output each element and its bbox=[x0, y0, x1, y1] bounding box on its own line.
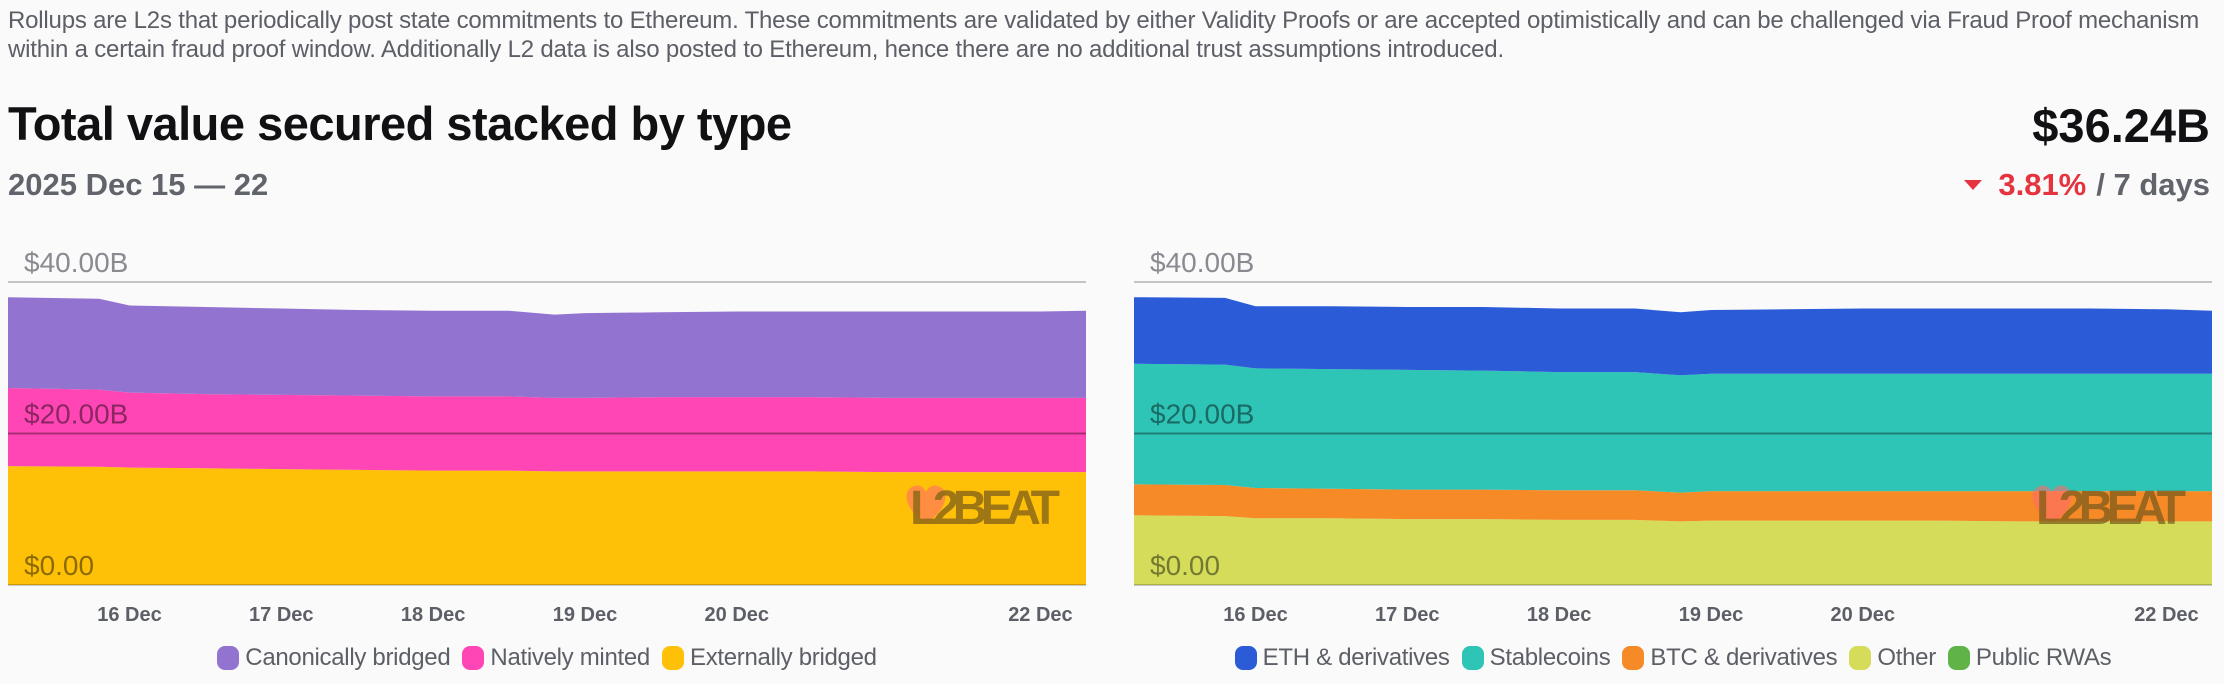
legend-item-public-rwas[interactable]: Public RWAs bbox=[1947, 644, 2112, 672]
arrow-down-icon bbox=[1964, 180, 1983, 190]
legend-item-externally-bridged[interactable]: Externally bridged bbox=[661, 644, 877, 672]
legend-token-type: ETH & derivatives Stablecoins BTC & deriva… bbox=[1134, 644, 2212, 672]
x-tick-label: 18 Dec bbox=[1527, 604, 1592, 626]
area-btc-and-derivatives bbox=[1134, 484, 2212, 522]
date-range: 2025 Dec 15 — 22 bbox=[8, 167, 269, 202]
chart-title: Total value secured stacked by type bbox=[8, 97, 792, 150]
legend-swatch bbox=[1461, 646, 1484, 670]
watermark-text: L2BEAT bbox=[910, 482, 1060, 535]
chart-svg: $0.00 $20.00B $40.00B L2BEAT 16 Dec 17 Dec 18 … bbox=[1134, 247, 2212, 626]
y-tick-label: $0.00 bbox=[1150, 550, 1220, 581]
l2beat-watermark-logo: L2BEAT bbox=[906, 482, 1060, 535]
x-tick-label: 20 Dec bbox=[1831, 604, 1896, 626]
legend-item-eth-and-derivatives[interactable]: ETH & derivatives bbox=[1234, 644, 1450, 672]
legend-label: Natively minted bbox=[490, 644, 650, 671]
section-description: Rollups are L2s that periodically post s… bbox=[8, 7, 2199, 63]
legend-item-canonically-bridged[interactable]: Canonically bridged bbox=[217, 644, 451, 672]
legend-label: Canonically bridged bbox=[245, 644, 451, 671]
x-tick-label: 18 Dec bbox=[401, 604, 466, 626]
x-tick-label: 16 Dec bbox=[97, 604, 162, 626]
area-eth-and-derivatives bbox=[1134, 297, 2212, 376]
area-other bbox=[1134, 515, 2212, 585]
x-tick-label: 17 Dec bbox=[249, 604, 314, 626]
area-stablecoins bbox=[1134, 363, 2212, 493]
x-tick-label: 22 Dec bbox=[2134, 604, 2199, 626]
chart-svg: $0.00 $20.00B $40.00B L2BEAT 16 Dec 17 Dec 18 … bbox=[8, 247, 1086, 626]
legend-swatch bbox=[462, 646, 485, 670]
l2beat-watermark-logo: L2BEAT bbox=[2032, 482, 2186, 535]
heart-icon bbox=[2032, 485, 2072, 522]
area-canonically-bridged bbox=[8, 297, 1086, 398]
legend-swatch bbox=[1234, 646, 1257, 670]
y-tick-label: $40.00B bbox=[24, 247, 128, 278]
x-tick-label: 20 Dec bbox=[705, 604, 770, 626]
x-tick-label: 19 Dec bbox=[1679, 604, 1744, 626]
watermark-text: L2BEAT bbox=[2036, 482, 2186, 535]
legend-swatch bbox=[1947, 646, 1970, 670]
legend-bridge-type: Canonically bridged Natively minted Extern… bbox=[8, 644, 1086, 672]
y-tick-label: $20.00B bbox=[1150, 399, 1254, 430]
legend-item-natively-minted[interactable]: Natively minted bbox=[462, 644, 650, 672]
legend-swatch bbox=[217, 646, 240, 670]
legend-label: BTC & derivatives bbox=[1650, 644, 1838, 671]
legend-label: ETH & derivatives bbox=[1262, 644, 1450, 671]
x-tick-label: 17 Dec bbox=[1375, 604, 1440, 626]
y-tick-label: $0.00 bbox=[24, 550, 94, 581]
area-externally-bridged bbox=[8, 466, 1086, 585]
legend-label: Public RWAs bbox=[1975, 644, 2112, 671]
x-tick-label: 16 Dec bbox=[1223, 604, 1288, 626]
y-tick-label: $20.00B bbox=[24, 399, 128, 430]
x-tick-label: 19 Dec bbox=[553, 604, 618, 626]
value-change: 3.81% / 7 days bbox=[1964, 167, 2210, 203]
total-value: $36.24B bbox=[2032, 99, 2210, 152]
legend-item-other[interactable]: Other bbox=[1849, 644, 1936, 672]
area-natively-minted bbox=[8, 388, 1086, 473]
y-tick-label: $40.00B bbox=[1150, 247, 1254, 278]
legend-label: Other bbox=[1877, 644, 1936, 671]
x-tick-label: 22 Dec bbox=[1008, 604, 1073, 626]
chart-by-bridge-type[interactable]: $0.00 $20.00B $40.00B L2BEAT 16 Dec 17 Dec 18 … bbox=[8, 240, 1086, 630]
legend-item-btc-and-derivatives[interactable]: BTC & derivatives bbox=[1622, 644, 1838, 672]
change-percent: 3.81% bbox=[1998, 167, 2087, 202]
legend-label: Externally bridged bbox=[689, 644, 877, 671]
legend-swatch bbox=[1622, 646, 1645, 670]
heart-icon bbox=[906, 485, 946, 522]
legend-item-stablecoins[interactable]: Stablecoins bbox=[1461, 644, 1611, 672]
change-period: / 7 days bbox=[2096, 167, 2210, 202]
legend-swatch bbox=[661, 646, 684, 670]
legend-label: Stablecoins bbox=[1489, 644, 1611, 671]
chart-by-token-type[interactable]: $0.00 $20.00B $40.00B L2BEAT 16 Dec 17 Dec 18 … bbox=[1134, 240, 2212, 630]
legend-swatch bbox=[1849, 646, 1872, 670]
